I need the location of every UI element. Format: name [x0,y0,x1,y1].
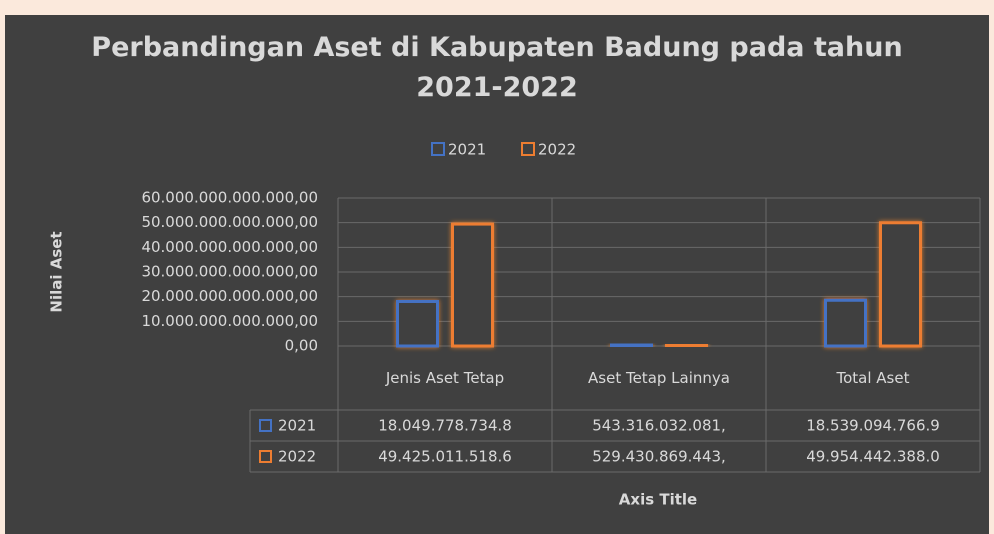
legend-key [259,419,272,432]
y-tick-label: 30.000.000.000.000,00 [141,263,318,281]
table-value: 543.316.032.081, [592,417,726,435]
table-value: 18.049.778.734.8 [378,417,512,435]
x-tick-label: Aset Tetap Lainnya [588,369,730,387]
y-tick-label: 0,00 [285,337,318,355]
x-tick-box: Aset Tetap Lainnya [588,369,730,387]
legend-label: 2022 [538,141,576,159]
table-value: 18.539.094.766.9 [806,417,940,435]
bar [451,222,494,348]
legend-key [259,450,272,463]
title-box: Perbandingan Aset di Kabupaten Badung pa… [91,32,903,103]
bar [665,343,708,348]
y-tick-label: 10.000.000.000.000,00 [141,312,318,330]
x-tick-label: Jenis Aset Tetap [385,369,505,387]
bar [879,221,922,348]
y-tick-label: 60.000.000.000.000,00 [141,189,318,207]
table-value: 529.430.869.443, [592,448,726,466]
x-tick-label: Total Aset [836,369,910,387]
y-axis-title: Nilai Aset [48,231,66,312]
legend-label: 2021 [448,141,486,159]
table-value: 49.954.442.388.0 [806,448,940,466]
legend-key [521,142,535,156]
y-tick-label: 20.000.000.000.000,00 [141,287,318,305]
legend-label: 2022 [278,448,316,466]
y-tick-label: 40.000.000.000.000,00 [141,238,318,256]
bar [824,298,867,348]
bar [396,299,439,348]
table-value: 49.425.011.518.6 [378,448,512,466]
x-tick-box: Jenis Aset Tetap [385,369,505,387]
chart-title: Perbandingan Aset di Kabupaten Badung pa… [91,32,903,103]
legend-label: 2021 [278,417,316,435]
bar [610,343,653,348]
y-tick-label: 50.000.000.000.000,00 [141,213,318,231]
x-tick-box: Total Aset [836,369,910,387]
chart-background [5,15,989,534]
x-axis-title: Axis Title [619,491,697,509]
legend-key [431,142,445,156]
